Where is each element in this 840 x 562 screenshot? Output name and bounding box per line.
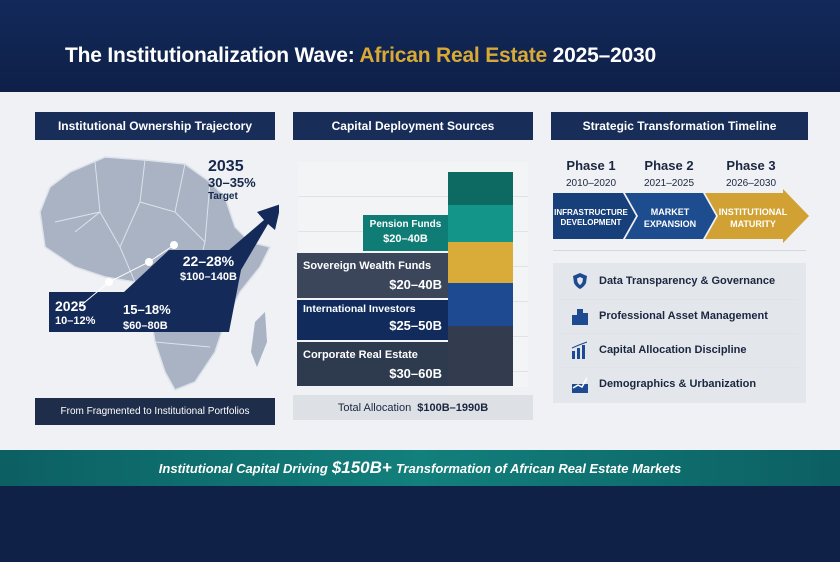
phase-3-label: INSTITUTIONAL MATURITY xyxy=(718,207,788,229)
label-international: International Investors $25–50B xyxy=(297,300,448,340)
panel-footer: From Fragmented to Institutional Portfol… xyxy=(35,398,275,425)
timeline-panel: Strategic Transformation Timeline Phase … xyxy=(551,112,809,404)
shield-icon xyxy=(573,273,587,289)
pillar-item: Demographics & Urbanization xyxy=(571,375,756,393)
panel-header: Strategic Transformation Timeline xyxy=(551,112,808,140)
bar-chart-icon xyxy=(571,341,588,359)
pillar-item: Capital Allocation Discipline xyxy=(571,341,747,359)
phase-3-heading: Phase 3 2026–2030 xyxy=(725,158,777,189)
trajectory-arrow xyxy=(49,204,279,332)
bar-segment-corporate xyxy=(448,326,513,386)
total-allocation: Total Allocation $100B–1990B xyxy=(293,395,533,420)
phase-2-arrow xyxy=(625,193,716,239)
milestone-2035: 2035 30–35% Target xyxy=(208,158,256,203)
label-pension: Pension Funds $20–40B xyxy=(363,215,448,251)
phase-1-heading: Phase 1 2010–2020 xyxy=(565,158,617,189)
panel-header: Capital Deployment Sources xyxy=(293,112,533,140)
bottom-banner: Institutional Capital Driving $150B+ Trans… xyxy=(0,450,840,486)
bar-segment-pension xyxy=(448,205,513,242)
growth-chart-icon xyxy=(572,377,588,393)
phase-1-arrow xyxy=(553,193,636,239)
pillar-item: Data Transparency & Governance xyxy=(571,272,775,290)
bar-segment-top xyxy=(448,172,513,205)
label-sovereign: Sovereign Wealth Funds $20–40B xyxy=(297,253,448,298)
stacked-bar xyxy=(448,172,513,386)
capital-panel: Capital Deployment Sources Pension Funds… xyxy=(293,112,533,420)
pillars-list: Data Transparency & Governance Professio… xyxy=(553,263,806,403)
phase-2-label: MARKET EXPANSION xyxy=(643,207,697,229)
milestone-high: 22–28% $100–140B xyxy=(180,253,237,284)
phase-1-label: INFRASTRUCTURE DEVELOPMENT xyxy=(554,208,628,228)
ownership-panel: Institutional Ownership Trajectory 2025 … xyxy=(35,112,279,425)
phase-3-arrow xyxy=(705,189,809,243)
bar-segment-sovereign xyxy=(448,242,513,283)
divider xyxy=(553,250,806,251)
phase-2-heading: Phase 2 2021–2025 xyxy=(643,158,695,189)
milestone-2025: 2025 10–12% xyxy=(55,298,96,327)
label-corporate: Corporate Real Estate $30–60B xyxy=(297,342,448,386)
buildings-icon xyxy=(572,309,588,325)
milestone-mid: 15–18% $60–80B xyxy=(123,302,171,332)
panel-header: Institutional Ownership Trajectory xyxy=(35,112,275,140)
title-band xyxy=(0,0,840,92)
phase-arrows xyxy=(553,189,809,243)
bar-segment-international xyxy=(448,283,513,326)
page-title: The Institutionalization Wave: African R… xyxy=(65,44,656,67)
pillar-item: Professional Asset Management xyxy=(571,307,768,325)
